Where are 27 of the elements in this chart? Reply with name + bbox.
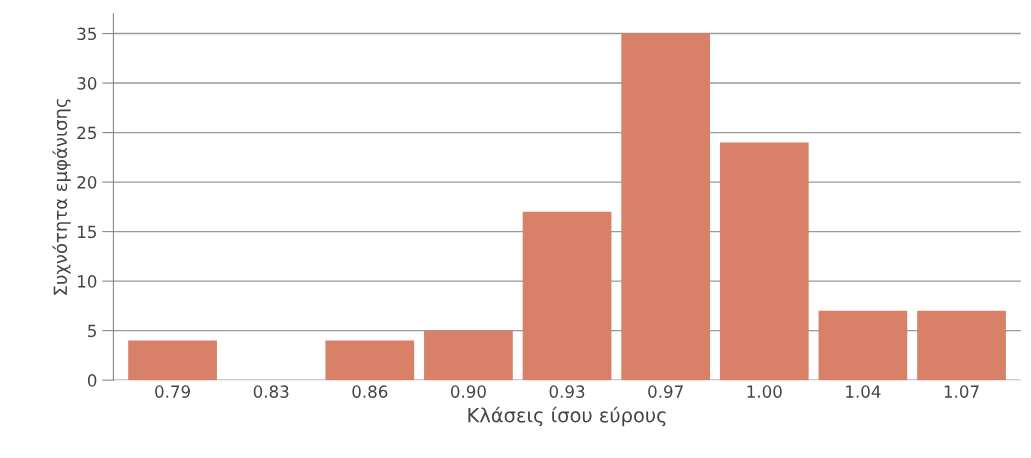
y-tick-label: 20 [77,176,97,189]
bar [621,33,711,381]
bar [917,310,1006,381]
y-tick-label: 15 [78,225,96,239]
x-tick-label: 1.00 [747,385,782,398]
x-tick-label: 0.93 [549,385,585,398]
x-tick-label: 1.07 [944,385,979,398]
y-tick-label: 10 [78,275,97,288]
y-tick-label: 35 [77,27,96,41]
bar [128,340,217,381]
y-tick-label: 30 [77,77,97,90]
bar [818,310,908,381]
x-tick-label: 0.97 [648,385,683,398]
bar [325,340,415,381]
y-axis-title: Συχνότητα εμφάνισης [52,99,71,295]
bar [719,142,809,381]
x-tick-label: 1.04 [846,385,881,398]
x-tick-label: 0.86 [352,385,388,398]
x-tick-label: 0.90 [450,385,486,398]
x-axis-title: Κλάσεις ίσου εύρους [468,406,666,427]
bar [522,211,612,381]
x-tick-label: 0.79 [155,385,190,398]
bar [424,330,513,381]
y-tick-label: 5 [88,324,96,338]
x-tick-label: 0.83 [253,385,289,398]
y-tick-label: 0 [87,374,97,387]
y-tick-label: 25 [77,126,96,140]
